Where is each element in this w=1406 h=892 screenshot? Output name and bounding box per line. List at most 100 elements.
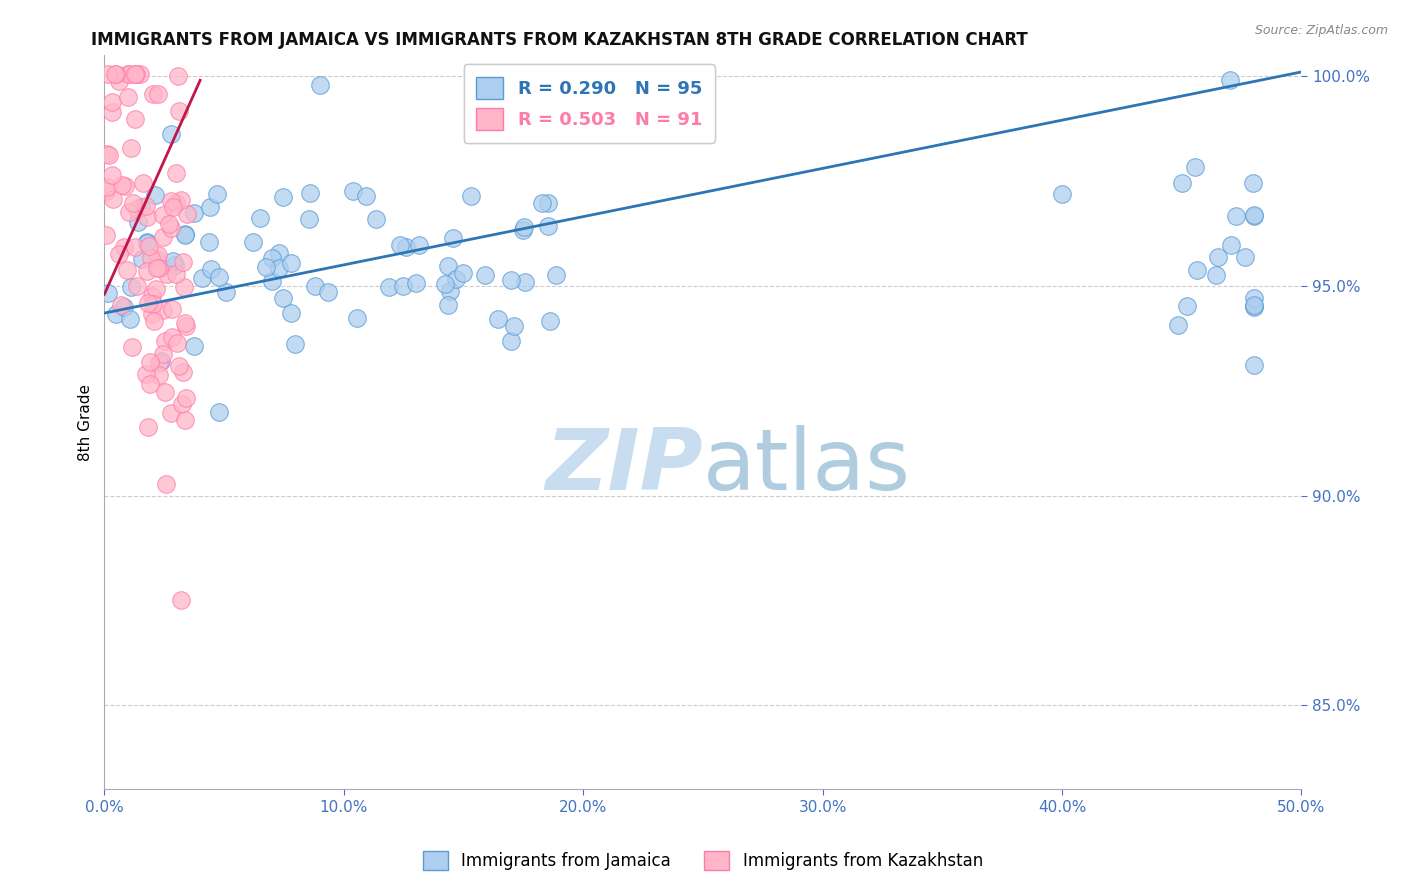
- Point: [174, 316, 197, 330]
- Point: [512, 223, 534, 237]
- Point: [208, 404, 231, 418]
- Point: [1184, 160, 1206, 174]
- Point: [299, 186, 322, 200]
- Point: [364, 211, 387, 226]
- Point: [1175, 299, 1198, 313]
- Point: [129, 67, 152, 81]
- Point: [1243, 359, 1265, 373]
- Point: [392, 279, 415, 293]
- Point: [316, 285, 339, 300]
- Point: [160, 406, 183, 420]
- Point: [115, 262, 138, 277]
- Point: [170, 593, 193, 607]
- Point: [174, 227, 197, 242]
- Point: [118, 67, 141, 81]
- Point: [152, 209, 174, 223]
- Point: [121, 195, 143, 210]
- Point: [378, 280, 401, 294]
- Point: [172, 365, 194, 379]
- Point: [120, 311, 142, 326]
- Point: [408, 237, 430, 252]
- Point: [167, 69, 190, 83]
- Point: [165, 166, 187, 180]
- Point: [395, 239, 418, 253]
- Point: [174, 413, 197, 427]
- Point: [1225, 209, 1247, 223]
- Point: [111, 178, 134, 193]
- Point: [148, 248, 170, 262]
- Point: [155, 385, 177, 400]
- Point: [167, 359, 190, 373]
- Point: [1241, 176, 1264, 190]
- Point: [127, 215, 149, 229]
- Point: [101, 105, 124, 120]
- Point: [439, 284, 461, 298]
- Point: [105, 67, 128, 81]
- Point: [170, 193, 193, 207]
- Point: [1243, 299, 1265, 313]
- Point: [94, 184, 117, 198]
- Point: [124, 239, 146, 253]
- Point: [460, 189, 482, 203]
- Point: [117, 67, 139, 81]
- Point: [138, 239, 160, 253]
- Point: [166, 336, 188, 351]
- Point: [346, 311, 368, 326]
- Point: [262, 274, 284, 288]
- Legend: Immigrants from Jamaica, Immigrants from Kazakhstan: Immigrants from Jamaica, Immigrants from…: [416, 844, 990, 877]
- Point: [1243, 298, 1265, 312]
- Point: [298, 212, 321, 227]
- Point: [308, 78, 330, 92]
- Point: [160, 221, 183, 235]
- Point: [173, 279, 195, 293]
- Point: [107, 246, 129, 260]
- Point: [1234, 250, 1257, 264]
- Point: [125, 279, 148, 293]
- Point: [120, 280, 142, 294]
- Point: [141, 307, 163, 321]
- Point: [160, 194, 183, 209]
- Point: [273, 291, 295, 305]
- Point: [544, 268, 567, 282]
- Point: [152, 347, 174, 361]
- Point: [124, 67, 146, 81]
- Point: [96, 146, 118, 161]
- Point: [405, 276, 427, 290]
- Point: [167, 104, 190, 119]
- Point: [153, 334, 176, 349]
- Point: [183, 339, 205, 353]
- Point: [136, 235, 159, 249]
- Text: atlas: atlas: [703, 425, 911, 508]
- Legend: R = 0.290   N = 95, R = 0.503   N = 91: R = 0.290 N = 95, R = 0.503 N = 91: [464, 64, 714, 143]
- Point: [513, 275, 536, 289]
- Point: [503, 318, 526, 333]
- Point: [142, 297, 165, 311]
- Point: [145, 260, 167, 275]
- Point: [162, 253, 184, 268]
- Point: [1220, 238, 1243, 252]
- Point: [108, 74, 131, 88]
- Point: [124, 112, 146, 127]
- Point: [1185, 263, 1208, 277]
- Point: [205, 186, 228, 201]
- Point: [132, 177, 155, 191]
- Point: [451, 266, 474, 280]
- Point: [501, 334, 523, 348]
- Point: [173, 227, 195, 241]
- Point: [356, 189, 378, 203]
- Point: [114, 179, 136, 194]
- Point: [342, 184, 364, 198]
- Point: [183, 206, 205, 220]
- Point: [1243, 292, 1265, 306]
- Point: [152, 303, 174, 318]
- Point: [191, 271, 214, 285]
- Point: [156, 267, 179, 281]
- Point: [1167, 318, 1189, 332]
- Point: [131, 252, 153, 267]
- Point: [142, 314, 165, 328]
- Point: [141, 289, 163, 303]
- Point: [163, 258, 186, 272]
- Point: [172, 397, 194, 411]
- Point: [260, 251, 283, 265]
- Point: [174, 392, 197, 406]
